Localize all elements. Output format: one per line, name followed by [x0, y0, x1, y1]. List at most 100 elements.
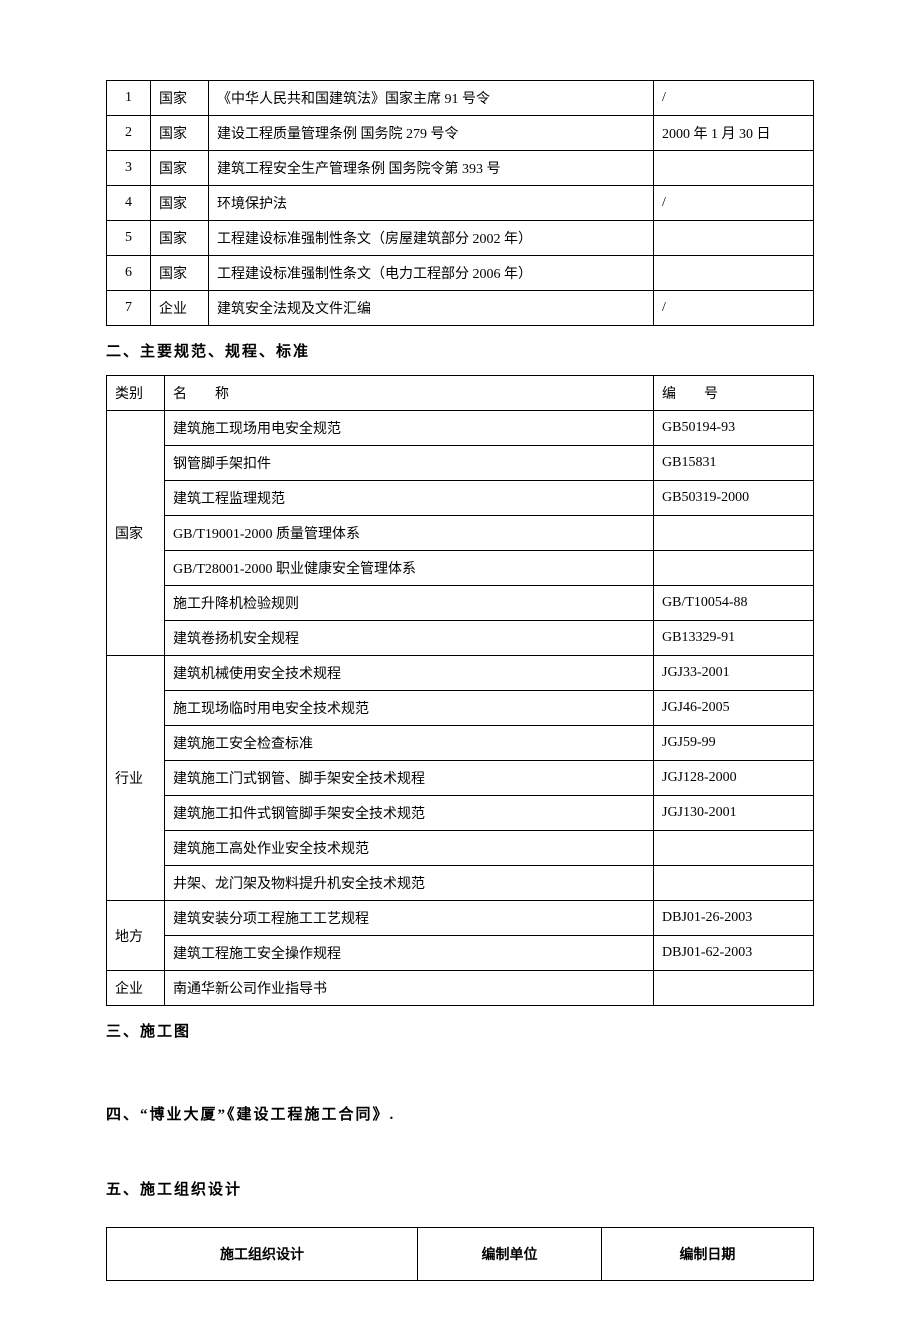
section4-heading: 四、“博业大厦”《建设工程施工合同》. [106, 1103, 814, 1124]
cell-name: 工程建设标准强制性条文（电力工程部分 2006 年） [209, 256, 654, 291]
design-col-name: 施工组织设计 [107, 1228, 418, 1281]
table-standards-header-row: 类别 名 称 编 号 [107, 376, 814, 411]
table-row: 施工现场临时用电安全技术规范JGJ46-2005 [107, 691, 814, 726]
cell-name: 建筑机械使用安全技术规程 [165, 656, 654, 691]
cell-name: 南通华新公司作业指导书 [165, 971, 654, 1006]
cell-name: GB/T19001-2000 质量管理体系 [165, 516, 654, 551]
cell-code [654, 551, 814, 586]
table-row: 7企业建筑安全法规及文件汇编/ [107, 291, 814, 326]
cell-num: 6 [107, 256, 151, 291]
section3-heading: 三、施工图 [106, 1020, 814, 1041]
cell-num: 1 [107, 81, 151, 116]
cell-code: JGJ59-99 [654, 726, 814, 761]
cell-date: 2000 年 1 月 30 日 [654, 116, 814, 151]
table-laws: 1国家《中华人民共和国建筑法》国家主席 91 号令/2国家建设工程质量管理条例 … [106, 80, 814, 326]
cell-num: 5 [107, 221, 151, 256]
cell-code [654, 971, 814, 1006]
table-row: 建筑施工门式钢管、脚手架安全技术规程JGJ128-2000 [107, 761, 814, 796]
table-laws-body: 1国家《中华人民共和国建筑法》国家主席 91 号令/2国家建设工程质量管理条例 … [107, 81, 814, 326]
table-row: 地方建筑安装分项工程施工工艺规程DBJ01-26-2003 [107, 901, 814, 936]
cell-name: 建筑施工现场用电安全规范 [165, 411, 654, 446]
cell-category: 国家 [107, 411, 165, 656]
cell-num: 3 [107, 151, 151, 186]
cell-name: 环境保护法 [209, 186, 654, 221]
cell-code: JGJ46-2005 [654, 691, 814, 726]
cell-name: 建筑卷扬机安全规程 [165, 621, 654, 656]
table-row: 4国家环境保护法/ [107, 186, 814, 221]
cell-name: 建筑施工扣件式钢管脚手架安全技术规范 [165, 796, 654, 831]
cell-date [654, 256, 814, 291]
table-row: 行业建筑机械使用安全技术规程JGJ33-2001 [107, 656, 814, 691]
table-row: 2国家建设工程质量管理条例 国务院 279 号令2000 年 1 月 30 日 [107, 116, 814, 151]
cell-date: / [654, 186, 814, 221]
cell-cat: 国家 [151, 256, 209, 291]
cell-code: GB15831 [654, 446, 814, 481]
table-row: 1国家《中华人民共和国建筑法》国家主席 91 号令/ [107, 81, 814, 116]
cell-name: 《中华人民共和国建筑法》国家主席 91 号令 [209, 81, 654, 116]
cell-code: JGJ33-2001 [654, 656, 814, 691]
table-standards-body: 类别 名 称 编 号 国家建筑施工现场用电安全规范GB50194-93钢管脚手架… [107, 376, 814, 1006]
table-row: 建筑工程施工安全操作规程DBJ01-62-2003 [107, 936, 814, 971]
table-design: 施工组织设计 编制单位 编制日期 [106, 1227, 814, 1281]
cell-cat: 国家 [151, 221, 209, 256]
cell-date [654, 221, 814, 256]
cell-num: 7 [107, 291, 151, 326]
cell-code: GB50319-2000 [654, 481, 814, 516]
cell-name: 建筑安装分项工程施工工艺规程 [165, 901, 654, 936]
cell-name: 施工升降机检验规则 [165, 586, 654, 621]
cell-category: 地方 [107, 901, 165, 971]
cell-cat: 企业 [151, 291, 209, 326]
table-row: 企业南通华新公司作业指导书 [107, 971, 814, 1006]
table-row: 3国家建筑工程安全生产管理条例 国务院令第 393 号 [107, 151, 814, 186]
table-row: GB/T19001-2000 质量管理体系 [107, 516, 814, 551]
cell-name: 建筑施工门式钢管、脚手架安全技术规程 [165, 761, 654, 796]
cell-name: 建筑安全法规及文件汇编 [209, 291, 654, 326]
cell-name: 建筑工程监理规范 [165, 481, 654, 516]
cell-name: 建筑施工高处作业安全技术规范 [165, 831, 654, 866]
table-row: 建筑施工安全检查标准JGJ59-99 [107, 726, 814, 761]
header-category: 类别 [107, 376, 165, 411]
cell-code [654, 866, 814, 901]
cell-cat: 国家 [151, 186, 209, 221]
cell-date: / [654, 291, 814, 326]
table-row: 国家建筑施工现场用电安全规范GB50194-93 [107, 411, 814, 446]
cell-category: 企业 [107, 971, 165, 1006]
cell-code [654, 831, 814, 866]
design-col-unit: 编制单位 [418, 1228, 602, 1281]
spacer [106, 1055, 814, 1091]
cell-name: 建筑施工安全检查标准 [165, 726, 654, 761]
design-col-date: 编制日期 [601, 1228, 813, 1281]
cell-code: GB/T10054-88 [654, 586, 814, 621]
cell-code: DBJ01-62-2003 [654, 936, 814, 971]
table-standards: 类别 名 称 编 号 国家建筑施工现场用电安全规范GB50194-93钢管脚手架… [106, 375, 814, 1006]
table-row: 建筑工程监理规范GB50319-2000 [107, 481, 814, 516]
table-row: 施工升降机检验规则GB/T10054-88 [107, 586, 814, 621]
cell-code: GB13329-91 [654, 621, 814, 656]
table-row: 建筑卷扬机安全规程GB13329-91 [107, 621, 814, 656]
cell-name: 施工现场临时用电安全技术规范 [165, 691, 654, 726]
cell-category: 行业 [107, 656, 165, 901]
cell-cat: 国家 [151, 81, 209, 116]
cell-code [654, 516, 814, 551]
section5-heading: 五、施工组织设计 [106, 1178, 814, 1199]
cell-name: 井架、龙门架及物料提升机安全技术规范 [165, 866, 654, 901]
cell-num: 4 [107, 186, 151, 221]
cell-name: 钢管脚手架扣件 [165, 446, 654, 481]
cell-code: DBJ01-26-2003 [654, 901, 814, 936]
table-design-header-row: 施工组织设计 编制单位 编制日期 [107, 1228, 814, 1281]
cell-date: / [654, 81, 814, 116]
section2-heading: 二、主要规范、规程、标准 [106, 340, 814, 361]
table-row: 建筑施工扣件式钢管脚手架安全技术规范JGJ130-2001 [107, 796, 814, 831]
cell-name: 建筑工程安全生产管理条例 国务院令第 393 号 [209, 151, 654, 186]
cell-name: 建筑工程施工安全操作规程 [165, 936, 654, 971]
cell-num: 2 [107, 116, 151, 151]
table-row: 6国家工程建设标准强制性条文（电力工程部分 2006 年） [107, 256, 814, 291]
table-row: 井架、龙门架及物料提升机安全技术规范 [107, 866, 814, 901]
cell-code: JGJ128-2000 [654, 761, 814, 796]
table-row: 建筑施工高处作业安全技术规范 [107, 831, 814, 866]
table-row: 钢管脚手架扣件GB15831 [107, 446, 814, 481]
cell-cat: 国家 [151, 151, 209, 186]
table-row: 5国家工程建设标准强制性条文（房屋建筑部分 2002 年） [107, 221, 814, 256]
cell-code: GB50194-93 [654, 411, 814, 446]
table-row: GB/T28001-2000 职业健康安全管理体系 [107, 551, 814, 586]
